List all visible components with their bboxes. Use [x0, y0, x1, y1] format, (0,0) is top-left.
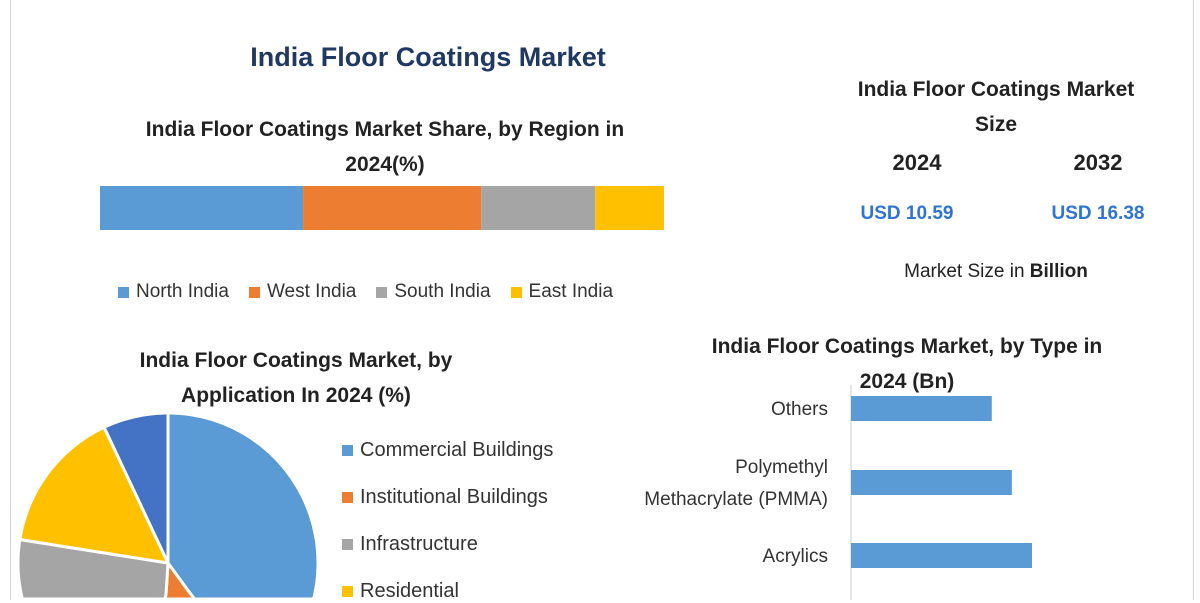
legend-item-north-india: North India [118, 281, 229, 303]
bar-acrylics [851, 543, 1032, 568]
legend-label: North India [136, 281, 229, 302]
application-chart-title: India Floor Coatings Market, by Applicat… [140, 343, 453, 413]
category-label: Others [771, 399, 828, 420]
legend-label: Residential [360, 580, 459, 602]
type-bar-chart: Others Polymethyl Methacrylate (PMMA) Acryl… [644, 385, 1032, 600]
application-pie-chart [16, 411, 320, 600]
application-title-line1: India Floor Coatings Market, by [139, 349, 453, 372]
size-title-line2: Size [974, 113, 1018, 136]
legend-item-south-india: South India [376, 281, 491, 303]
year-2024: 2024 [892, 150, 942, 175]
bar-polymethyl-methacrylate-pmma [851, 470, 1012, 495]
region-title-line1: India Floor Coatings Market Share, by Re… [145, 118, 625, 141]
main-title: India Floor Coatings Market [250, 42, 606, 72]
type-title-line2: 2024 (Bn) [859, 370, 955, 393]
legend-item-residential: Residential [342, 580, 553, 603]
bar-segment-west-india [303, 186, 482, 230]
value-2032: USD 16.38 [1051, 203, 1145, 224]
legend-swatch [342, 492, 353, 503]
type-chart-title: India Floor Coatings Market, by Type in … [712, 329, 1103, 399]
unit-bold: Billion [1029, 261, 1088, 282]
legend-swatch [118, 286, 129, 298]
category-label: Methacrylate (PMMA) [644, 489, 828, 510]
value-2024: USD 10.59 [860, 203, 954, 224]
legend-item-institutional-buildings: Institutional Buildings [342, 486, 553, 509]
legend-swatch [342, 445, 353, 456]
legend-swatch [376, 286, 388, 298]
size-panel-title: India Floor Coatings Market Size [858, 72, 1135, 142]
legend-label: Commercial Buildings [360, 439, 554, 461]
bar-segment-north-india [100, 186, 304, 230]
application-title-line2: Application In 2024 (%) [181, 384, 411, 407]
legend-label: East India [528, 281, 614, 302]
category-label: Polymethyl [735, 457, 828, 478]
pie-slice-infrastructure [16, 538, 170, 600]
legend-item-commercial-buildings: Commercial Buildings [342, 439, 553, 462]
region-title-line2: 2024(%) [345, 153, 425, 176]
category-label: Acrylics [763, 546, 828, 567]
unit-prefix: Market Size in [904, 261, 1030, 282]
bar-segment-south-india [481, 186, 596, 230]
region-chart-title: India Floor Coatings Market Share, by Re… [146, 112, 624, 182]
year-2032: 2032 [1073, 150, 1123, 175]
bar-others [851, 396, 992, 421]
application-legend: Commercial Buildings Institutional Buildi… [342, 439, 553, 603]
market-size-unit: Market Size in Billion [904, 261, 1088, 283]
type-title-line1: India Floor Coatings Market, by Type in [711, 335, 1103, 358]
outer-frame [10, 0, 1194, 600]
region-stacked-bar [100, 186, 664, 230]
pie-slice-others [102, 411, 170, 565]
legend-swatch [342, 539, 353, 550]
legend-swatch [510, 286, 522, 298]
size-title-line1: India Floor Coatings Market [857, 78, 1135, 101]
legend-swatch [342, 586, 353, 597]
legend-item-west-india: West India [248, 281, 357, 303]
legend-swatch [248, 286, 260, 298]
legend-label: South India [394, 281, 491, 302]
bar-segment-east-india [595, 186, 664, 230]
legend-label: West India [266, 281, 357, 302]
pie-slice-commercial-buildings [166, 411, 320, 600]
region-legend: North India West India South India East Ind… [118, 281, 613, 303]
legend-item-infrastructure: Infrastructure [342, 533, 553, 556]
legend-label: Institutional Buildings [360, 486, 548, 508]
legend-item-east-india: East India [510, 281, 614, 303]
legend-label: Infrastructure [360, 533, 478, 555]
